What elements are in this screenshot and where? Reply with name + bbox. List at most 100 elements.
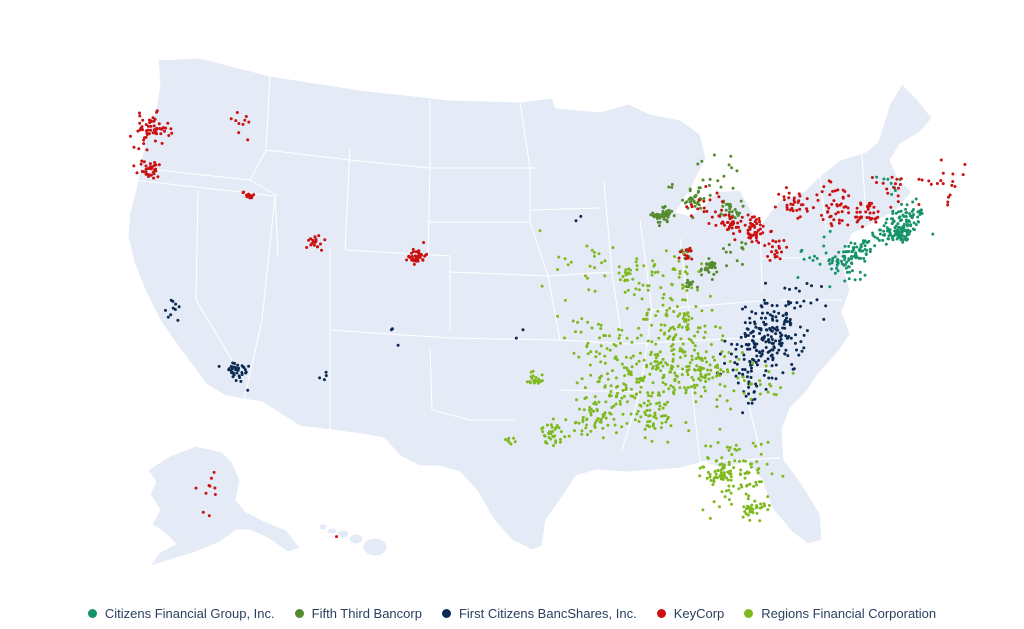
branch-point: [158, 127, 162, 130]
branch-point: [727, 460, 731, 464]
branch-point: [603, 385, 607, 389]
branch-point: [563, 298, 567, 302]
branch-point: [661, 209, 665, 213]
branch-point: [701, 375, 705, 379]
branch-point: [618, 333, 622, 337]
branch-point: [756, 471, 760, 475]
branch-point: [585, 423, 589, 427]
branch-point: [743, 305, 747, 309]
branch-point: [781, 371, 785, 375]
branch-point: [853, 278, 857, 282]
branch-point: [662, 373, 666, 377]
branch-point: [886, 177, 890, 181]
branch-point: [686, 386, 690, 389]
branch-point: [751, 441, 755, 445]
branch-point: [659, 286, 663, 290]
legend-item-keycorp[interactable]: KeyCorp: [656, 606, 724, 621]
branch-point: [749, 376, 753, 379]
branch-point: [754, 312, 758, 315]
branch-point: [931, 232, 935, 236]
branch-point: [654, 356, 658, 360]
branch-point: [678, 270, 682, 273]
branch-point: [750, 330, 754, 334]
branch-point: [689, 203, 693, 207]
branch-point: [760, 352, 764, 356]
branch-point: [708, 475, 712, 479]
branch-point: [726, 202, 730, 206]
series-keycorp: [129, 109, 967, 539]
branch-point: [663, 403, 667, 407]
branch-point: [177, 305, 181, 309]
branch-point: [164, 126, 168, 130]
branch-point: [642, 358, 646, 362]
branch-point: [845, 270, 849, 274]
legend-item-regions[interactable]: Regions Financial Corporation: [744, 606, 936, 621]
branch-point: [753, 230, 757, 234]
branch-point: [550, 425, 554, 429]
branch-point: [651, 259, 655, 263]
branch-point: [687, 337, 691, 341]
branch-point: [700, 309, 704, 313]
branch-point: [688, 361, 692, 365]
branch-point: [858, 277, 862, 281]
branch-point: [578, 407, 581, 411]
branch-point: [608, 348, 612, 352]
branch-point: [800, 349, 804, 353]
branch-point: [741, 411, 745, 415]
branch-point: [137, 147, 141, 151]
branch-point: [599, 323, 603, 327]
branch-point: [669, 344, 673, 348]
branch-point: [637, 326, 641, 330]
branch-point: [581, 418, 585, 422]
branch-point: [730, 502, 734, 506]
branch-point: [773, 205, 777, 209]
branch-point: [656, 354, 660, 357]
branch-point: [725, 399, 729, 403]
branch-point: [681, 367, 684, 371]
branch-point: [725, 476, 728, 480]
state-border: [139, 167, 251, 181]
branch-point: [151, 116, 155, 120]
legend-item-fifth-third[interactable]: Fifth Third Bancorp: [294, 606, 422, 621]
branch-point: [247, 364, 251, 368]
branch-point: [748, 347, 752, 351]
branch-point: [855, 245, 859, 249]
branch-point: [148, 162, 152, 166]
branch-point: [151, 131, 155, 135]
branch-point: [176, 318, 180, 322]
branch-point: [704, 350, 708, 354]
legend-label-regions: Regions Financial Corporation: [761, 605, 937, 621]
branch-point: [635, 380, 639, 384]
branch-point: [718, 474, 722, 478]
branch-point: [693, 391, 697, 395]
branch-point: [318, 376, 322, 380]
branch-point: [653, 427, 657, 430]
legend-item-citizens[interactable]: Citizens Financial Group, Inc.: [87, 606, 275, 621]
branch-point: [710, 278, 714, 281]
branch-point: [733, 361, 737, 365]
branch-point: [695, 285, 699, 289]
branch-point: [752, 215, 756, 219]
branch-point: [580, 317, 584, 321]
branch-point: [906, 222, 909, 226]
branch-point: [231, 361, 235, 365]
branch-point: [702, 465, 706, 469]
legend-item-first-citizens[interactable]: First Citizens BancShares, Inc.: [441, 606, 637, 621]
branch-point: [867, 239, 871, 243]
branch-point: [911, 227, 915, 231]
branch-point: [209, 476, 213, 480]
branch-point: [305, 246, 309, 249]
branch-point: [699, 267, 703, 271]
state-borders: [133, 75, 867, 463]
branch-point: [810, 284, 813, 288]
branch-point: [422, 241, 426, 244]
branch-point: [586, 320, 590, 324]
branch-point: [146, 124, 150, 128]
branch-point: [732, 232, 735, 236]
legend-marker-first-citizens: [441, 608, 451, 618]
branch-point: [765, 328, 769, 332]
branch-point: [601, 436, 605, 440]
branch-point: [750, 510, 754, 514]
branch-point: [739, 199, 743, 203]
branch-point: [781, 326, 785, 330]
